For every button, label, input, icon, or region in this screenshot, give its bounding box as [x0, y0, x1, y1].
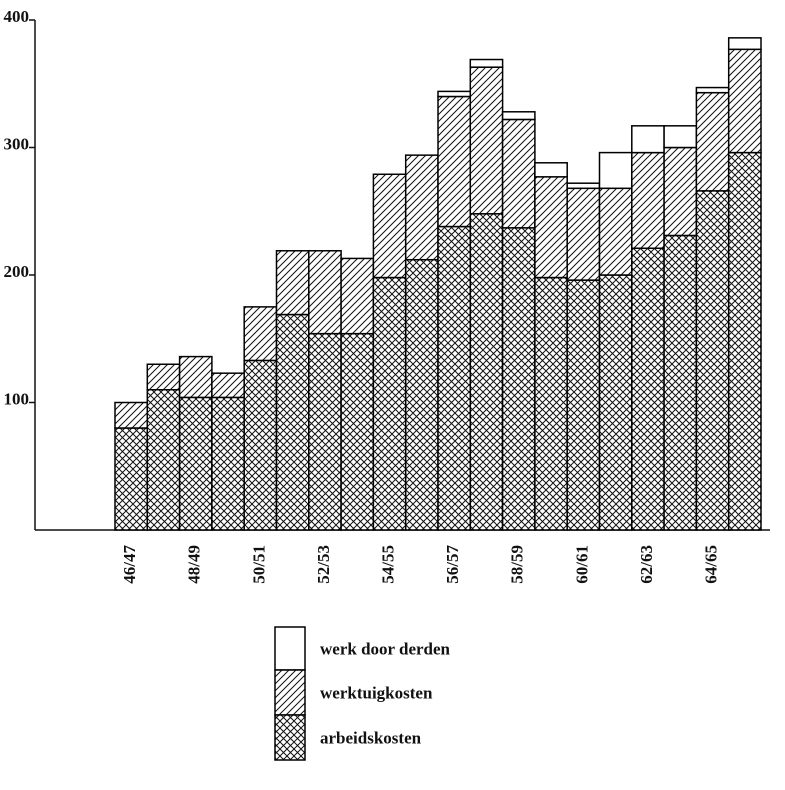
bar-segment [534, 176, 568, 279]
bar-segment [566, 182, 601, 190]
x-tick-label: 52/53 [314, 545, 333, 584]
bar-segment [308, 250, 342, 335]
bar-segment [404, 154, 439, 261]
x-tick-label: 64/65 [701, 545, 720, 584]
bar-segment [534, 276, 568, 531]
x-tick-label: 46/47 [120, 545, 139, 584]
bar-segment [404, 258, 439, 531]
bar-segment [211, 396, 245, 531]
y-tick-label: 300 [4, 134, 30, 153]
legend-label: werktuigkosten [320, 683, 433, 702]
bar-segment [631, 125, 665, 154]
bar-segment [727, 48, 762, 154]
bar-segment [566, 187, 601, 281]
legend-swatch [274, 714, 306, 761]
bar-segment [501, 111, 536, 121]
bar-segment [469, 213, 504, 531]
y-tick-label: 200 [4, 262, 30, 281]
bar-segment [501, 227, 536, 531]
bar-segment [663, 146, 698, 237]
y-tick-label: 400 [4, 7, 30, 26]
x-tick-label: 62/63 [637, 545, 656, 584]
bar-segment [178, 396, 213, 531]
bar-segment [243, 306, 278, 362]
bar-segment [308, 332, 342, 531]
bar-segment [372, 276, 407, 531]
legend-label: arbeidskosten [320, 728, 422, 747]
bar-segment [372, 173, 407, 279]
legend-swatch [274, 626, 306, 671]
x-tick-label: 54/55 [378, 545, 397, 584]
y-tick-label: 100 [4, 389, 30, 408]
bar-segment [663, 125, 698, 149]
bar-segment [437, 90, 472, 98]
bar-segment [501, 118, 536, 229]
legend-swatch [274, 669, 306, 716]
bar-segment [695, 86, 730, 94]
bar-segment [695, 91, 730, 192]
x-tick-label: 60/61 [572, 545, 591, 584]
bar-segment [727, 37, 762, 51]
x-tick-label: 58/59 [508, 545, 527, 584]
x-tick-label: 56/57 [443, 545, 462, 584]
bar-segment [695, 190, 730, 531]
bar-segment [146, 389, 181, 531]
bar-segment [566, 279, 601, 531]
bar-segment [663, 234, 698, 531]
bar-segment [437, 225, 472, 531]
bar-segment [598, 151, 633, 190]
x-tick-label: 48/49 [185, 545, 204, 584]
bar-segment [631, 151, 665, 249]
bar-segment [275, 313, 310, 531]
bar-segment [631, 247, 665, 531]
bar-segment [211, 372, 245, 399]
legend-label: werk door derden [320, 639, 451, 658]
bar-segment [437, 95, 472, 228]
bar-segment [340, 332, 375, 531]
bar-segment [114, 401, 149, 429]
bar-segment [243, 359, 278, 531]
bar-segment [178, 355, 213, 399]
bar-segment [114, 427, 149, 531]
bar-segment [598, 274, 633, 531]
bar-segment [534, 162, 568, 178]
bar-segment [469, 66, 504, 215]
bar-segment [598, 187, 633, 276]
bar-segment [275, 250, 310, 316]
x-tick-label: 50/51 [249, 545, 268, 584]
bar-segment [469, 58, 504, 68]
bar-segment [727, 151, 762, 531]
bar-segment [146, 363, 181, 391]
bar-segment [340, 257, 375, 335]
